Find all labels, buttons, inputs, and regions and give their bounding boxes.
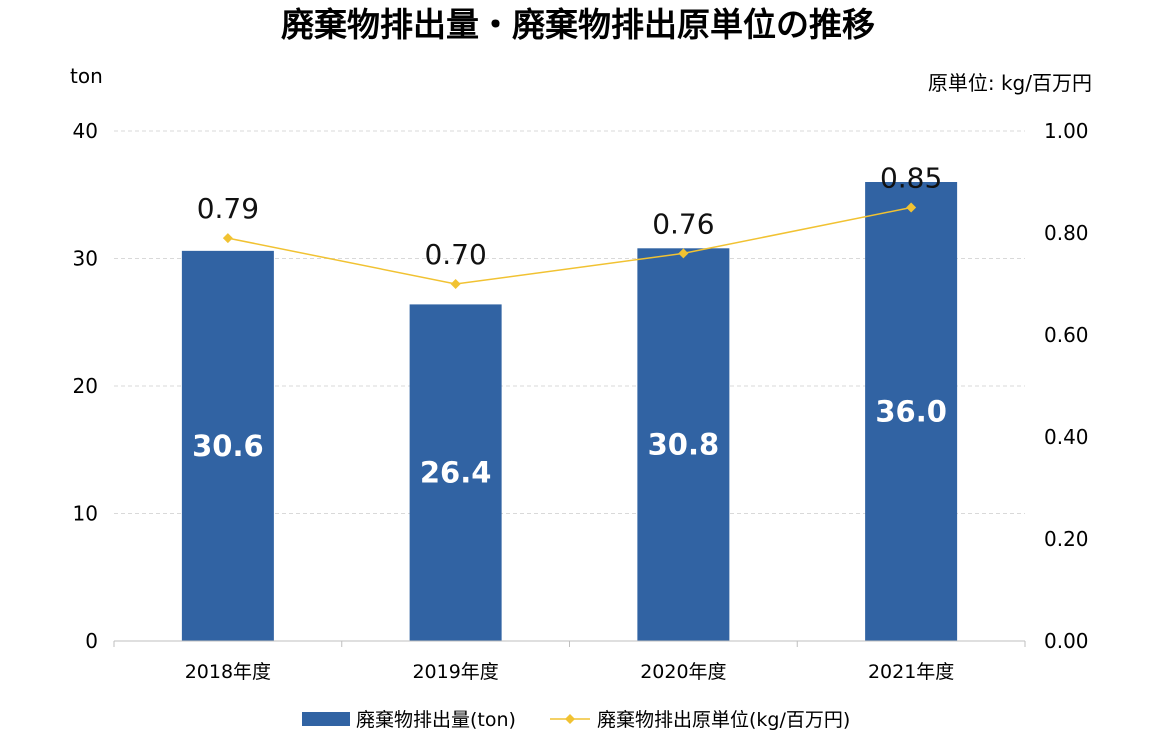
bar-data-label: 36.0: [875, 395, 947, 429]
line-point: [678, 248, 689, 259]
right-tick-label: 1.00: [1044, 119, 1089, 143]
left-tick-label: 20: [73, 374, 98, 398]
line-series: 0.79 0.70 0.76 0.85: [197, 162, 942, 289]
legend-line-label: 廃棄物排出原単位(kg/百万円): [597, 709, 850, 731]
bar-data-label: 26.4: [420, 456, 492, 490]
left-axis-ticks: 0 10 20 30 40: [73, 119, 98, 653]
legend-bar-swatch: [302, 712, 350, 726]
bar-series: 30.6 26.4 30.8 36.0: [181, 182, 958, 642]
left-tick-label: 40: [73, 119, 98, 143]
right-tick-label: 0.40: [1044, 425, 1089, 449]
line-data-label: 0.76: [652, 207, 714, 240]
bar-data-label: 30.8: [648, 428, 720, 462]
bar: [409, 304, 502, 641]
left-tick-label: 30: [73, 247, 98, 271]
bar: [865, 182, 958, 641]
right-tick-label: 0.80: [1044, 221, 1089, 245]
right-tick-label: 0.00: [1044, 629, 1089, 653]
legend: 廃棄物排出量(ton) 廃棄物排出原単位(kg/百万円): [302, 709, 850, 731]
line-point: [906, 202, 917, 213]
x-tick-label: 2019年度: [412, 661, 498, 683]
x-tick-label: 2020年度: [640, 661, 726, 683]
legend-line-marker: [565, 714, 575, 724]
line-point: [450, 279, 461, 289]
line-data-label: 0.79: [197, 192, 259, 225]
chart-title: 廃棄物排出量・廃棄物排出原単位の推移: [281, 5, 875, 44]
series-line: [227, 206, 912, 285]
x-axis: 2018年度 2019年度 2020年度 2021年度: [113, 640, 1026, 683]
left-tick-label: 0: [85, 629, 98, 653]
left-tick-label: 10: [73, 502, 98, 526]
x-tick-label: 2021年度: [868, 661, 954, 683]
bar-data-label: 30.6: [192, 429, 264, 463]
x-tick-label: 2018年度: [185, 661, 271, 683]
bar: [637, 248, 730, 642]
right-axis-ticks: 0.00 0.20 0.40 0.60 0.80 1.00: [1044, 119, 1089, 653]
right-tick-label: 0.60: [1044, 323, 1089, 347]
line-data-label: 0.70: [424, 238, 486, 271]
right-axis-unit: 原単位: kg/百万円: [928, 71, 1092, 95]
left-axis-unit: ton: [70, 64, 103, 88]
line-point: [222, 233, 233, 244]
bar: [181, 250, 274, 641]
right-tick-label: 0.20: [1044, 527, 1089, 551]
line-data-label: 0.85: [880, 162, 942, 195]
legend-bar-label: 廃棄物排出量(ton): [356, 709, 516, 731]
